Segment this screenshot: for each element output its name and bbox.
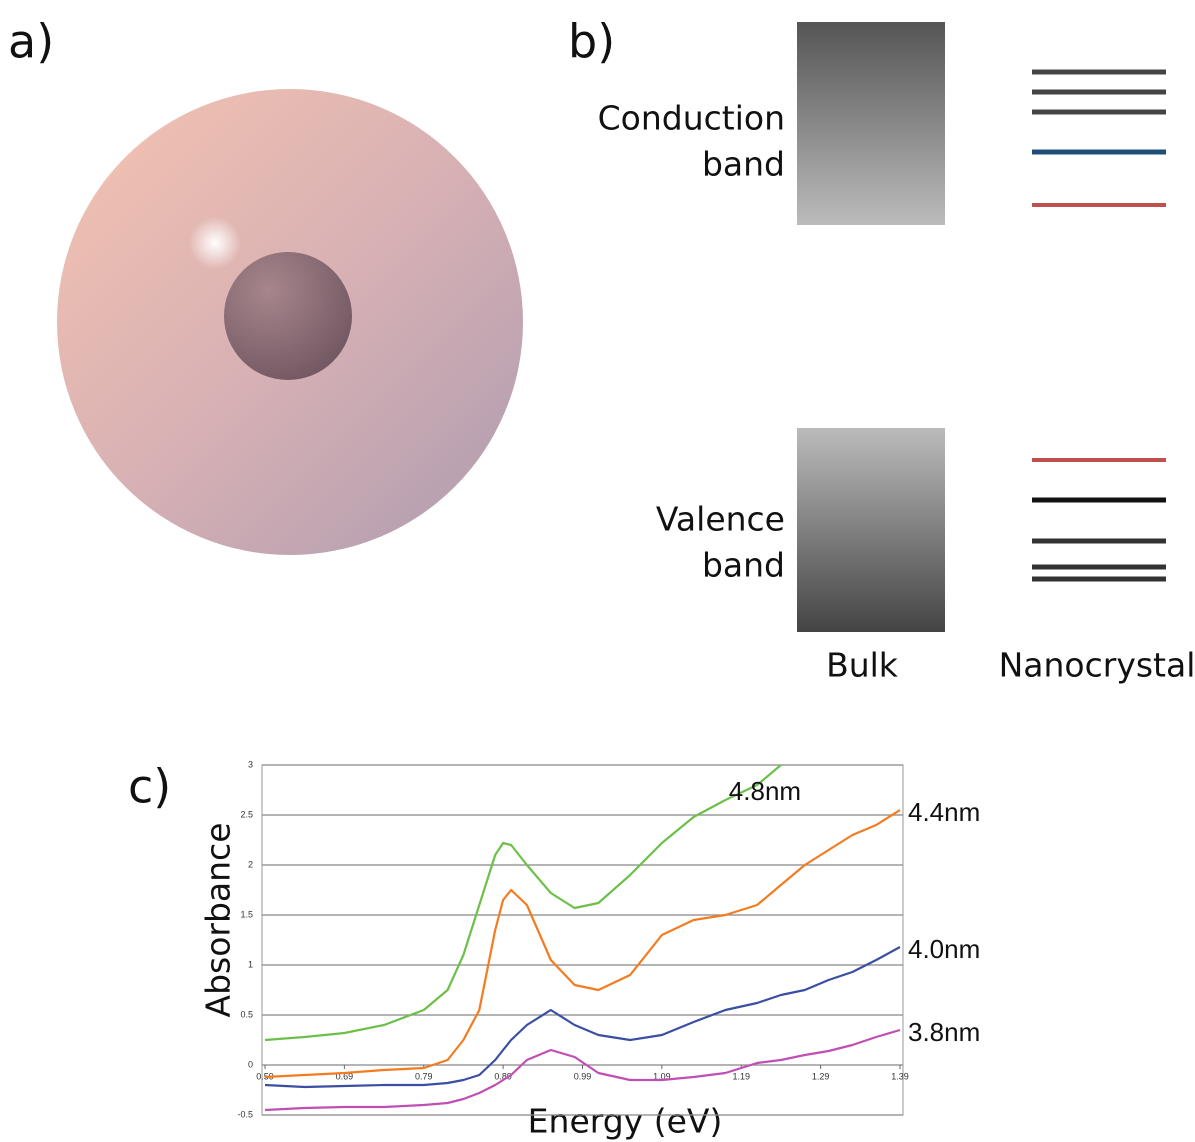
x-axis-label: Energy (eV): [528, 1102, 723, 1141]
nanocrystal-levels: [1032, 72, 1166, 579]
y-tick-label: 0: [248, 1059, 253, 1069]
x-tick-label: 1.29: [812, 1071, 830, 1081]
panel-label: c): [128, 760, 171, 814]
panel-label: a): [8, 15, 54, 69]
y-tick-label: 2.5: [240, 809, 253, 819]
y-tick-label: 2: [248, 859, 253, 869]
band-label: band: [702, 546, 785, 585]
band-label: Valence: [656, 500, 785, 539]
series-label: 4.4nm: [908, 797, 980, 827]
y-axis-label: Absorbance: [199, 822, 238, 1017]
highlight: [189, 217, 241, 269]
band-label: band: [702, 145, 785, 184]
figure: a) b) c) Conduction band Valence band Bu…: [0, 0, 1195, 1142]
x-tick-label: 1.19: [732, 1071, 750, 1081]
core-sphere: [224, 252, 352, 380]
series-line: [265, 810, 900, 1077]
series-line: [265, 1030, 900, 1110]
y-tick-label: 3: [248, 759, 253, 769]
valence-band: [797, 428, 945, 632]
y-tick-label: 1.5: [240, 909, 253, 919]
x-tick-label: 1.39: [891, 1071, 909, 1081]
conduction-band: [797, 22, 945, 225]
panel-label: b): [568, 15, 615, 69]
series-label: 4.8nm: [729, 776, 801, 806]
x-tick-label: 0.99: [574, 1071, 592, 1081]
y-tick-label: -0.5: [237, 1109, 253, 1119]
y-tick-label: 0.5: [240, 1009, 253, 1019]
series-label: 4.0nm: [908, 934, 980, 964]
column-label: Bulk: [826, 646, 899, 685]
x-tick-label: 0.79: [415, 1071, 433, 1081]
band-label: Conduction: [598, 99, 785, 138]
y-tick-label: 1: [248, 959, 253, 969]
series-label: 3.8nm: [908, 1017, 980, 1047]
column-label: Nanocrystal: [999, 646, 1195, 685]
